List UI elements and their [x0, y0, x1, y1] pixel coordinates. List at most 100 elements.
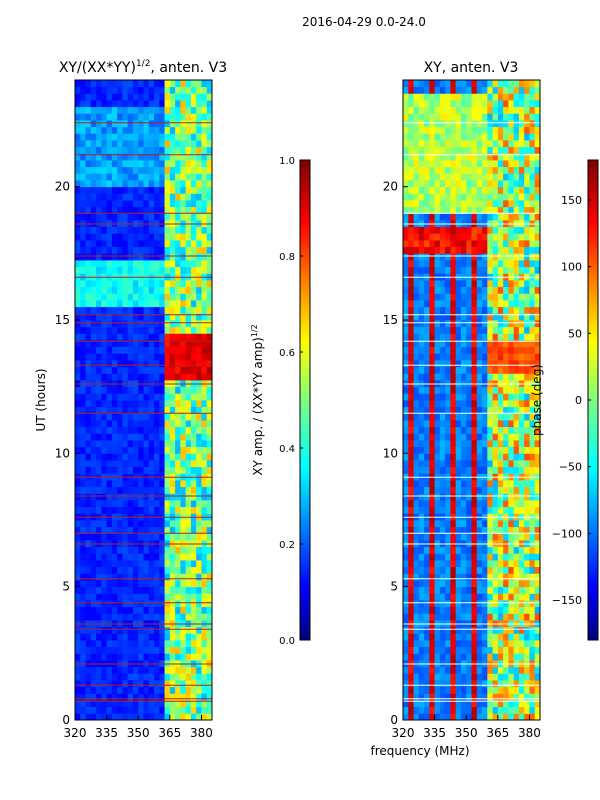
heatmap-cell — [497, 440, 504, 448]
heatmap-cell — [159, 353, 165, 361]
heatmap-cell — [524, 460, 530, 468]
heatmap-cell — [434, 146, 441, 154]
heatmap-cell — [143, 146, 150, 154]
heatmap-cell — [403, 526, 409, 534]
heatmap-cell — [90, 500, 97, 508]
heatmap-cell — [466, 293, 472, 301]
heatmap-cell — [445, 606, 451, 614]
heatmap-cell — [413, 126, 420, 134]
heatmap-cell — [127, 646, 134, 654]
heatmap-cell — [90, 566, 97, 574]
heatmap-cell — [482, 440, 488, 448]
heatmap-cell — [534, 186, 541, 194]
heatmap-cell — [476, 506, 483, 514]
heatmap-cell — [132, 640, 139, 648]
heatmap-cell — [434, 500, 441, 508]
heatmap-cell — [111, 526, 118, 534]
heatmap-cell — [143, 253, 150, 261]
heatmap-cell — [138, 526, 144, 534]
heatmap-cell — [534, 200, 541, 208]
heatmap-cell — [206, 480, 213, 488]
heatmap-cell — [529, 293, 536, 301]
heatmap-cell — [180, 373, 187, 381]
heatmap-cell — [450, 266, 457, 274]
heatmap-cell — [497, 346, 504, 354]
heatmap-cell — [101, 533, 108, 541]
heatmap-cell — [534, 293, 541, 301]
heatmap-cell — [206, 600, 213, 608]
heatmap-cell — [524, 146, 530, 154]
heatmap-cell — [482, 133, 488, 141]
heatmap-cell — [127, 626, 134, 634]
heatmap-cell — [518, 300, 525, 308]
heatmap-cell — [413, 673, 420, 681]
heatmap-cell — [492, 313, 499, 321]
heatmap-cell — [408, 160, 414, 168]
heatmap-cell — [534, 260, 541, 268]
heatmap-cell — [434, 566, 441, 574]
heatmap-cell — [534, 486, 541, 494]
heatmap-cell — [201, 633, 208, 641]
heatmap-cell — [85, 506, 92, 514]
heatmap-cell — [169, 253, 176, 261]
heatmap-cell — [196, 106, 202, 114]
heatmap-cell — [159, 440, 165, 448]
heatmap-cell — [455, 386, 462, 394]
heatmap-cell — [445, 480, 451, 488]
heatmap-cell — [487, 346, 493, 354]
heatmap-cell — [418, 386, 425, 394]
heatmap-cell — [96, 320, 102, 328]
heatmap-cell — [122, 500, 129, 508]
heatmap-cell — [111, 440, 118, 448]
heatmap-cell — [111, 300, 118, 308]
heatmap-cell — [122, 80, 129, 88]
heatmap-cell — [476, 126, 483, 134]
heatmap-cell — [185, 340, 192, 348]
heatmap-cell — [180, 520, 187, 528]
heatmap-cell — [127, 206, 134, 214]
heatmap-cell — [185, 306, 192, 314]
heatmap-cell — [487, 326, 493, 334]
heatmap-cell — [497, 280, 504, 288]
heatmap-cell — [90, 360, 97, 368]
heatmap-cell — [148, 80, 155, 88]
heatmap-cell — [487, 373, 493, 381]
heatmap-cell — [487, 146, 493, 154]
heatmap-cell — [122, 613, 129, 621]
heatmap-cell — [487, 413, 493, 421]
heatmap-cell — [497, 640, 504, 648]
heatmap-cell — [111, 666, 118, 674]
heatmap-cell — [85, 486, 92, 494]
heatmap-cell — [513, 333, 520, 341]
heatmap-cell — [185, 560, 192, 568]
heatmap-cell — [445, 640, 451, 648]
heatmap-cell — [180, 266, 187, 274]
heatmap-cell — [90, 353, 97, 361]
heatmap-cell — [429, 466, 436, 474]
heatmap-cell — [75, 266, 81, 274]
heatmap-cell — [413, 146, 420, 154]
heatmap-cell — [169, 166, 176, 174]
heatmap-cell — [413, 226, 420, 234]
heatmap-cell — [106, 653, 113, 661]
heatmap-cell — [482, 566, 488, 574]
heatmap-cell — [471, 673, 478, 681]
heatmap-cell — [460, 100, 467, 108]
y-tick-label: 5 — [62, 580, 70, 594]
heatmap-cell — [445, 353, 451, 361]
heatmap-cell — [518, 340, 525, 348]
heatmap-cell — [434, 300, 441, 308]
heatmap-cell — [455, 706, 462, 714]
heatmap-cell — [85, 500, 92, 508]
heatmap-cell — [122, 246, 129, 254]
heatmap-cell — [80, 293, 86, 301]
heatmap-cell — [518, 680, 525, 688]
heatmap-cell — [476, 666, 483, 674]
heatmap-cell — [85, 653, 92, 661]
heatmap-cell — [455, 113, 462, 121]
heatmap-cell — [106, 166, 113, 174]
heatmap-cell — [85, 466, 92, 474]
heatmap-cell — [429, 120, 436, 128]
heatmap-cell — [143, 80, 150, 88]
heatmap-cell — [117, 406, 123, 414]
